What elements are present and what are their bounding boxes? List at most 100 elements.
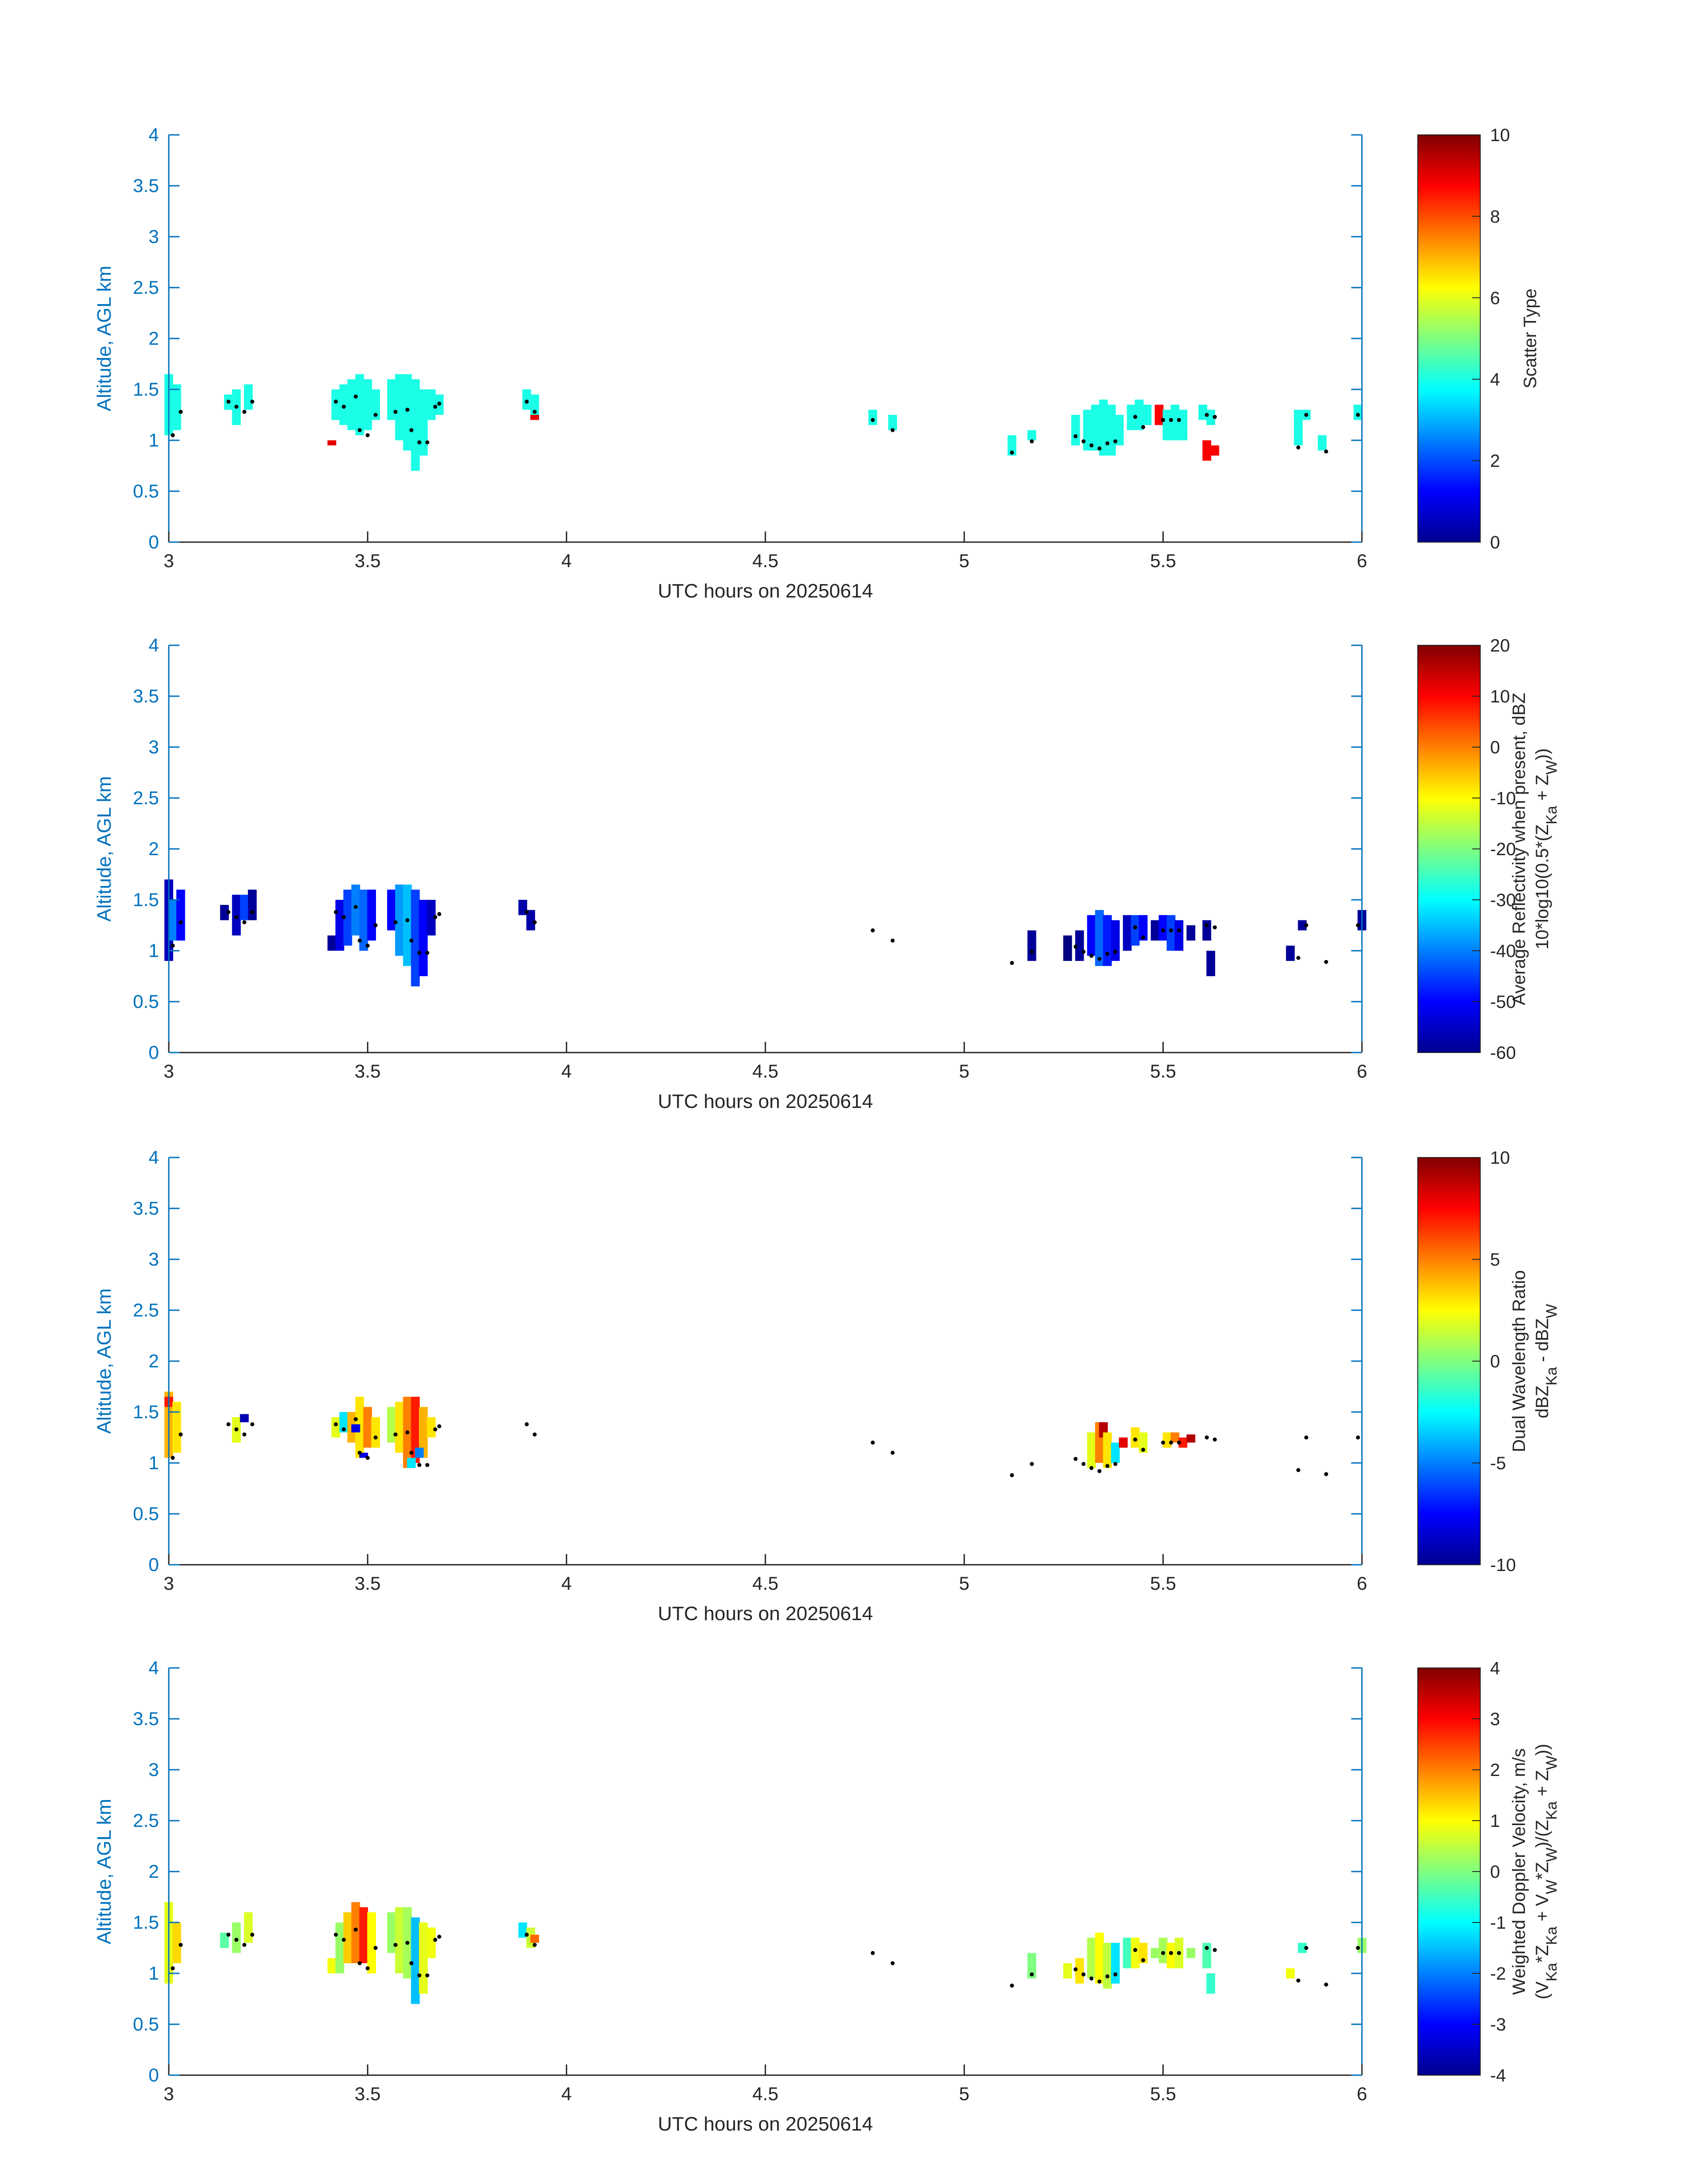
x-tick-label: 6 [1357, 2083, 1367, 2104]
cloud-base-point [532, 1943, 537, 1947]
heatmap-cell [1162, 409, 1172, 440]
cloud-base-point [1030, 949, 1034, 954]
cloud-base-point [1082, 1462, 1086, 1466]
cloud-base-point [250, 910, 255, 914]
heatmap-cell [359, 1453, 368, 1458]
y-tick-label: 2.5 [133, 277, 159, 298]
heatmap-cell [1107, 405, 1116, 456]
heatmap-cell [888, 415, 897, 430]
cloud-base-point [1161, 418, 1165, 422]
cloud-base-point [1324, 960, 1328, 964]
heatmap-cell [1071, 415, 1080, 446]
cloud-base-point [1082, 1972, 1086, 1976]
cloud-base-point [242, 1432, 246, 1437]
cloud-base-point [1010, 961, 1014, 965]
cloud-base-point [1073, 1967, 1078, 1972]
heatmap-cell [395, 1402, 404, 1453]
cloud-base-point [1010, 1473, 1014, 1477]
heatmap-cell [331, 389, 340, 420]
heatmap-cell [1139, 915, 1148, 941]
cloud-base-point [1105, 952, 1110, 956]
cloud-base-point [1296, 445, 1300, 450]
heatmap-cell [1075, 1958, 1084, 1984]
heatmap-cell [522, 389, 531, 410]
cloud-base-point [890, 1450, 895, 1455]
y-axis-label: Altitude, AGL km [93, 266, 115, 411]
x-tick-label: 6 [1357, 550, 1367, 571]
cloud-base-point [1169, 1951, 1173, 1955]
heatmap-cell [387, 890, 396, 931]
cloud-base-point [179, 920, 183, 924]
cloud-base-point [365, 1966, 370, 1971]
y-tick-label: 2 [149, 1861, 159, 1882]
y-tick-label: 4 [149, 1657, 159, 1678]
y-tick-label: 3.5 [133, 1198, 159, 1219]
y-tick-label: 1.5 [133, 379, 159, 400]
x-tick-label: 5 [959, 2083, 969, 2104]
y-tick-label: 2.5 [133, 1300, 159, 1320]
cloud-base-point [365, 1456, 370, 1460]
colorbar-label: Weighted Doppler Velocity, m/s [1509, 1748, 1529, 1995]
cloud-base-point [373, 923, 378, 928]
heatmap-cell [1111, 1943, 1120, 1984]
cloud-base-point [405, 1941, 409, 1945]
cloud-base-point [1141, 935, 1145, 940]
cloud-base-point [1010, 1983, 1014, 1988]
heatmap-cell [395, 374, 404, 440]
cloud-base-point [1141, 425, 1145, 429]
heatmap-cell [1294, 409, 1303, 446]
heatmap-cell [427, 389, 436, 420]
cloud-base-point [1356, 1946, 1360, 1950]
heatmap-cell [407, 1458, 416, 1468]
colorbar-tick-label: -60 [1490, 1043, 1516, 1063]
cloud-base-point [354, 394, 358, 399]
cloud-base-point [358, 428, 362, 432]
x-axis-label: UTC hours on 20250614 [658, 580, 873, 602]
heatmap-cell [395, 884, 404, 956]
cloud-base-point [171, 1966, 175, 1971]
heatmap-cell [1131, 1938, 1140, 1968]
heatmap-cell [232, 894, 241, 936]
cloud-base-point [1089, 953, 1094, 958]
x-tick-label: 5 [959, 1573, 969, 1594]
colorbar-tick-label: -30 [1490, 890, 1516, 910]
cloud-base-point [250, 1932, 255, 1937]
x-tick-label: 4.5 [752, 550, 778, 571]
cloud-base-point [342, 1938, 346, 1942]
x-tick-label: 5.5 [1150, 2083, 1176, 2104]
heatmap-cell [1186, 1948, 1195, 1958]
cloud-base-point [1213, 925, 1217, 930]
cloud-base-point [1304, 1946, 1308, 1950]
heatmap-cell [1286, 945, 1295, 961]
heatmap-cell [1139, 1432, 1148, 1453]
cloud-base-point [358, 1961, 362, 1965]
heatmap-cell [1202, 440, 1211, 461]
heatmap-cell [1202, 1943, 1211, 1968]
heatmap-cell [1095, 910, 1104, 966]
heatmap-cell [343, 1912, 352, 1964]
colorbar-tick-label: -4 [1490, 2066, 1506, 2085]
cloud-base-point [1205, 1435, 1209, 1440]
colorbar [1417, 1667, 1481, 2076]
colorbar-tick-label: 4 [1490, 370, 1500, 389]
cloud-base-point [871, 1951, 875, 1955]
heatmap-cell [411, 1917, 420, 2004]
cloud-base-point [1324, 1472, 1328, 1476]
heatmap-cell [387, 1407, 396, 1443]
cloud-base-point [425, 1463, 430, 1467]
heatmap-cell [1087, 915, 1096, 956]
heatmap-cell [530, 415, 539, 420]
cloud-base-point [1177, 928, 1181, 932]
heatmap-cell [1155, 405, 1164, 425]
heatmap-cell [1087, 1938, 1096, 1979]
x-tick-label: 4 [561, 1573, 572, 1594]
cloud-base-point [1169, 1440, 1173, 1445]
cloud-base-point [226, 1932, 231, 1937]
heatmap-cell [1158, 1938, 1168, 1964]
heatmap-cell [367, 890, 376, 941]
cloud-base-point [1304, 413, 1308, 417]
colorbar-tick-label: 3 [1490, 1709, 1500, 1729]
colorbar-tick-label: -10 [1490, 789, 1516, 808]
heatmap-cell [1206, 1973, 1215, 1994]
